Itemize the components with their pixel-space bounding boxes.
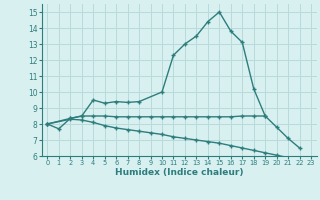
X-axis label: Humidex (Indice chaleur): Humidex (Indice chaleur) [115,168,244,177]
